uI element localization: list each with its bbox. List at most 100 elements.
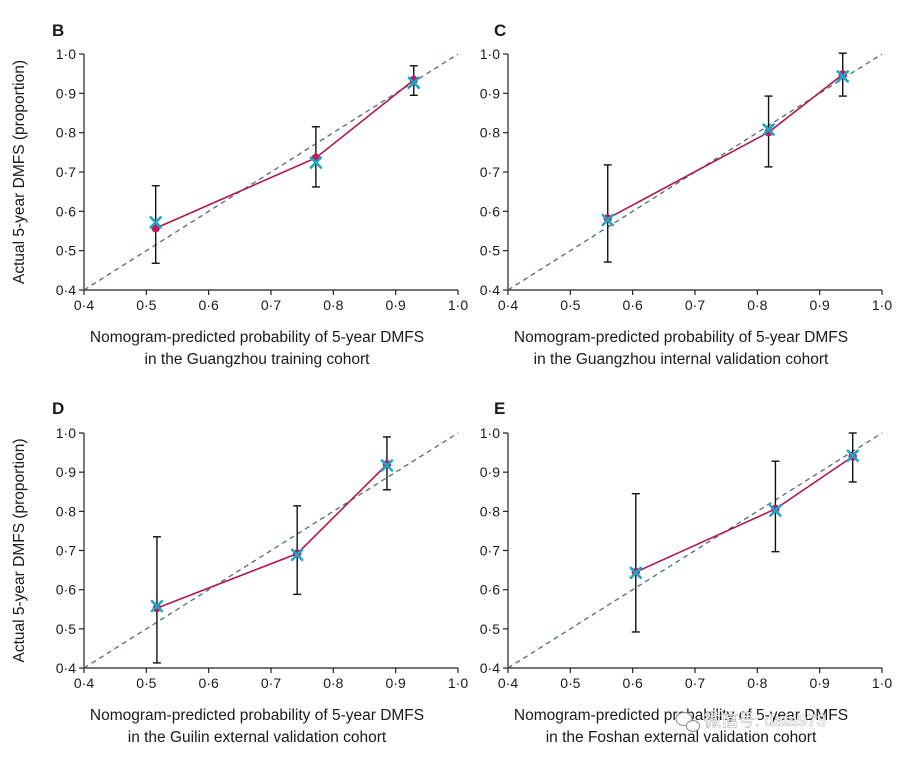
observed-cross-marker (309, 156, 323, 169)
y-tick-label: 0·5 (56, 243, 76, 259)
panel-letter: B (52, 21, 64, 40)
y-tick-label: 0·8 (480, 503, 500, 519)
observed-cross-marker (380, 459, 394, 472)
y-tick-label: 1·0 (56, 46, 76, 62)
reference-diagonal-line (83, 432, 459, 669)
x-axis-label-line: in the Guangzhou internal validation coh… (534, 351, 829, 368)
x-axis-label-line: Nomogram-predicted probability of 5-year… (514, 329, 848, 346)
x-tick-label: 0·9 (386, 297, 406, 313)
x-tick-label: 0·5 (136, 675, 156, 691)
observed-cross-marker (149, 216, 162, 229)
y-tick-label: 0·9 (480, 85, 500, 101)
x-tick-label: 1·0 (448, 297, 468, 313)
x-tick-label: 0·7 (685, 675, 705, 691)
observed-cross-marker (601, 213, 615, 227)
y-axis-label: Actual 5-year DMFS (proportion) (11, 439, 28, 663)
reference-diagonal-line (507, 53, 883, 291)
calibration-point (152, 603, 162, 613)
reference-diagonal-line (507, 432, 883, 669)
y-tick-label: 0·7 (56, 164, 76, 180)
x-tick-label: 0·5 (136, 297, 156, 313)
x-tick-label: 0·6 (199, 675, 219, 691)
observed-cross-marker (150, 599, 164, 613)
watermark: 微信号: data973 (675, 711, 826, 732)
observed-cross-marker (836, 70, 850, 83)
x-tick-label: 0·4 (498, 675, 518, 691)
y-tick-label: 0·5 (56, 621, 76, 637)
x-axis-label-line: in the Guangzhou training cohort (145, 351, 371, 368)
x-tick-label: 0·4 (74, 675, 94, 691)
panel-c: C 0·4 0·5 0·6 0·7 0·8 0·9 1·0 0·4 0·5 0·6 0·7 0·8 0·9… (480, 21, 893, 368)
y-tick-label: 0·5 (480, 621, 500, 637)
x-tick-label: 0·6 (623, 675, 643, 691)
y-tick-label: 0·8 (480, 125, 500, 141)
y-tick-label: 0·7 (480, 543, 500, 559)
x-tick-label: 1·0 (448, 675, 468, 691)
x-tick-label: 0·8 (747, 297, 767, 313)
reference-diagonal-line (83, 53, 459, 291)
y-tick-label: 1·0 (480, 425, 500, 441)
panel-e: E 0·4 0·5 0·6 0·7 0·8 0·9 1·0 0·4 0·5 0·6 0·7 0·8 0·9… (480, 399, 893, 746)
observed-cross-marker (846, 449, 860, 463)
panel-letter: D (52, 399, 64, 418)
x-tick-label: 1·0 (872, 675, 892, 691)
x-tick-label: 0·4 (74, 297, 94, 313)
observed-cross-marker (290, 548, 304, 562)
calibration-line (607, 73, 844, 220)
y-tick-label: 0·7 (480, 164, 500, 180)
x-tick-label: 0·9 (810, 297, 830, 313)
calibration-line (156, 463, 388, 609)
x-tick-label: 0·6 (623, 297, 643, 313)
observed-cross-marker (762, 123, 775, 136)
x-tick-label: 0·9 (810, 675, 830, 691)
x-axis-label-line: in the Foshan external validation cohort (546, 729, 817, 746)
x-tick-label: 0·7 (261, 675, 281, 691)
observed-cross-marker (629, 566, 643, 580)
y-tick-label: 0·6 (480, 203, 500, 219)
y-axis-label: Actual 5-year DMFS (proportion) (11, 60, 28, 284)
panel-d: D 0·4 0·5 0·6 0·7 0·8 0·9 1·0 0·4 0·5 0·6 0·7 0·8 0·9… (11, 399, 468, 746)
y-tick-label: 0·7 (56, 543, 76, 559)
x-tick-label: 0·7 (685, 297, 705, 313)
y-tick-label: 0·5 (480, 243, 500, 259)
y-tick-label: 0·9 (480, 464, 500, 480)
x-tick-label: 1·0 (872, 297, 892, 313)
y-tick-label: 0·4 (480, 660, 500, 676)
calibration-line (635, 455, 854, 573)
x-tick-label: 0·8 (323, 675, 343, 691)
y-tick-label: 0·8 (56, 503, 76, 519)
y-tick-label: 0·6 (480, 582, 500, 598)
y-tick-label: 0·9 (56, 464, 76, 480)
observed-cross-marker (769, 504, 782, 517)
x-axis-label-line: Nomogram-predicted probability of 5-year… (90, 707, 424, 724)
y-tick-label: 0·6 (56, 582, 76, 598)
x-tick-label: 0·7 (261, 297, 281, 313)
watermark-text: 微信号: data973 (704, 711, 826, 730)
x-tick-label: 0·4 (498, 297, 518, 313)
observed-cross-marker (407, 76, 421, 90)
x-tick-label: 0·6 (199, 297, 219, 313)
panel-letter: C (494, 21, 506, 40)
x-axis-label-line: Nomogram-predicted probability of 5-year… (90, 329, 424, 346)
x-axis-label-line: in the Guilin external validation cohort (128, 729, 387, 746)
y-tick-label: 1·0 (56, 425, 76, 441)
y-tick-label: 0·4 (480, 282, 500, 298)
y-tick-label: 0·4 (56, 660, 76, 676)
x-tick-label: 0·8 (323, 297, 343, 313)
x-tick-label: 0·5 (560, 297, 580, 313)
y-tick-label: 1·0 (480, 46, 500, 62)
y-tick-label: 0·9 (56, 85, 76, 101)
y-tick-label: 0·6 (56, 203, 76, 219)
panel-letter: E (494, 399, 505, 418)
wechat-bubble-small (686, 720, 700, 732)
calibration-point (838, 70, 847, 79)
panel-b: B 0·4 0·5 0·6 0·7 0·8 0·9 1·0 0·4 0·5 0·6 0·7 0·8 0·9… (11, 21, 468, 368)
x-tick-label: 0·8 (747, 675, 767, 691)
calibration-line (155, 79, 415, 229)
y-tick-label: 0·4 (56, 282, 76, 298)
x-tick-label: 0·9 (386, 675, 406, 691)
y-tick-label: 0·8 (56, 125, 76, 141)
x-tick-label: 0·5 (560, 675, 580, 691)
wechat-icon (675, 712, 700, 732)
